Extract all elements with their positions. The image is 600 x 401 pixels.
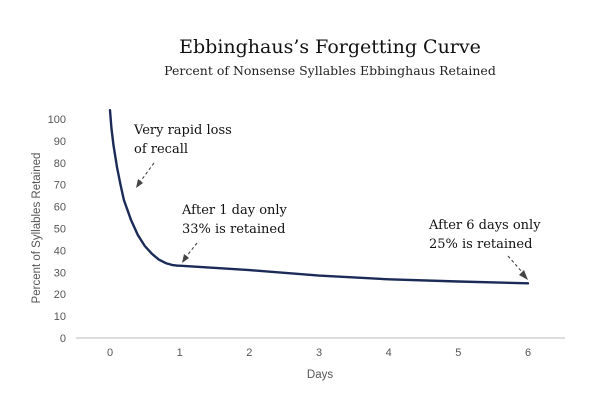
y-tick-label: 50 bbox=[54, 224, 66, 236]
data-point-group bbox=[109, 109, 529, 285]
data-point bbox=[176, 264, 179, 267]
annotation-one-day-line-1: After 1 day only bbox=[181, 203, 288, 218]
x-axis-title: Days bbox=[307, 369, 333, 381]
annotation-rapid-loss-arrow bbox=[139, 162, 155, 183]
data-point bbox=[248, 269, 251, 271]
data-point bbox=[119, 183, 122, 186]
data-point bbox=[116, 166, 118, 168]
y-tick-label: 20 bbox=[54, 289, 66, 301]
annotation-six-days-line-1: After 6 days only bbox=[428, 218, 541, 233]
y-tick-label: 80 bbox=[54, 158, 66, 170]
data-point bbox=[110, 127, 113, 129]
x-tick-label: 2 bbox=[246, 347, 252, 359]
chart-title: Ebbinghaus’s Forgetting Curve bbox=[179, 36, 481, 58]
data-point bbox=[318, 274, 320, 277]
y-tick-group: 0 10 20 30 40 50 60 70 80 90 100 bbox=[48, 114, 66, 345]
data-point bbox=[164, 262, 167, 264]
y-tick-label: 40 bbox=[54, 245, 66, 257]
data-point bbox=[112, 144, 115, 147]
y-tick-label: 60 bbox=[54, 202, 66, 214]
x-tick-label: 4 bbox=[386, 347, 392, 359]
data-point bbox=[144, 245, 146, 247]
annotation-six-days-arrowhead bbox=[519, 270, 528, 280]
x-tick-label: 0 bbox=[107, 347, 113, 359]
y-tick-label: 10 bbox=[54, 311, 66, 323]
y-tick-label: 0 bbox=[60, 333, 66, 345]
y-tick-label: 70 bbox=[54, 180, 66, 192]
annotation-rapid-loss-line-2: of recall bbox=[134, 142, 188, 157]
data-point bbox=[130, 218, 132, 221]
annotation-one-day-arrow bbox=[185, 242, 198, 258]
annotation-rapid-loss-line-1: Very rapid loss bbox=[133, 123, 232, 138]
data-point bbox=[109, 109, 111, 111]
annotation-one-day-line-2: 33% is retained bbox=[182, 222, 285, 237]
annotation-one-day-arrowhead bbox=[182, 254, 189, 263]
x-tick-label: 3 bbox=[316, 347, 322, 359]
y-tick-label: 30 bbox=[54, 267, 66, 279]
data-point bbox=[151, 252, 153, 255]
annotation-one-day: After 1 day only 33% is retained bbox=[181, 203, 288, 263]
data-point bbox=[171, 264, 174, 266]
annotation-six-days: After 6 days only 25% is retained bbox=[428, 218, 541, 280]
data-point bbox=[457, 280, 460, 283]
x-tick-label: 6 bbox=[525, 347, 531, 359]
annotation-six-days-line-2: 25% is retained bbox=[429, 237, 532, 252]
data-point bbox=[137, 234, 139, 236]
annotation-rapid-loss: Very rapid loss of recall bbox=[133, 123, 232, 188]
data-point bbox=[387, 278, 390, 281]
data-point bbox=[123, 199, 125, 201]
x-tick-group: 0 1 2 3 4 5 6 bbox=[107, 347, 531, 359]
y-tick-label: 100 bbox=[48, 114, 66, 126]
annotation-six-days-arrow bbox=[507, 255, 523, 273]
chart-subtitle: Percent of Nonsense Syllables Ebbinghaus… bbox=[164, 63, 496, 78]
annotation-rapid-loss-arrowhead bbox=[136, 179, 143, 188]
retention-curve-line bbox=[108, 109, 530, 285]
x-tick-label: 5 bbox=[455, 347, 461, 359]
y-tick-label: 90 bbox=[54, 136, 66, 148]
data-point bbox=[527, 282, 529, 285]
data-point bbox=[158, 258, 160, 261]
y-axis-title: Percent of Syllables Retained bbox=[31, 153, 43, 304]
x-tick-label: 1 bbox=[177, 347, 183, 359]
data-point bbox=[178, 264, 181, 267]
